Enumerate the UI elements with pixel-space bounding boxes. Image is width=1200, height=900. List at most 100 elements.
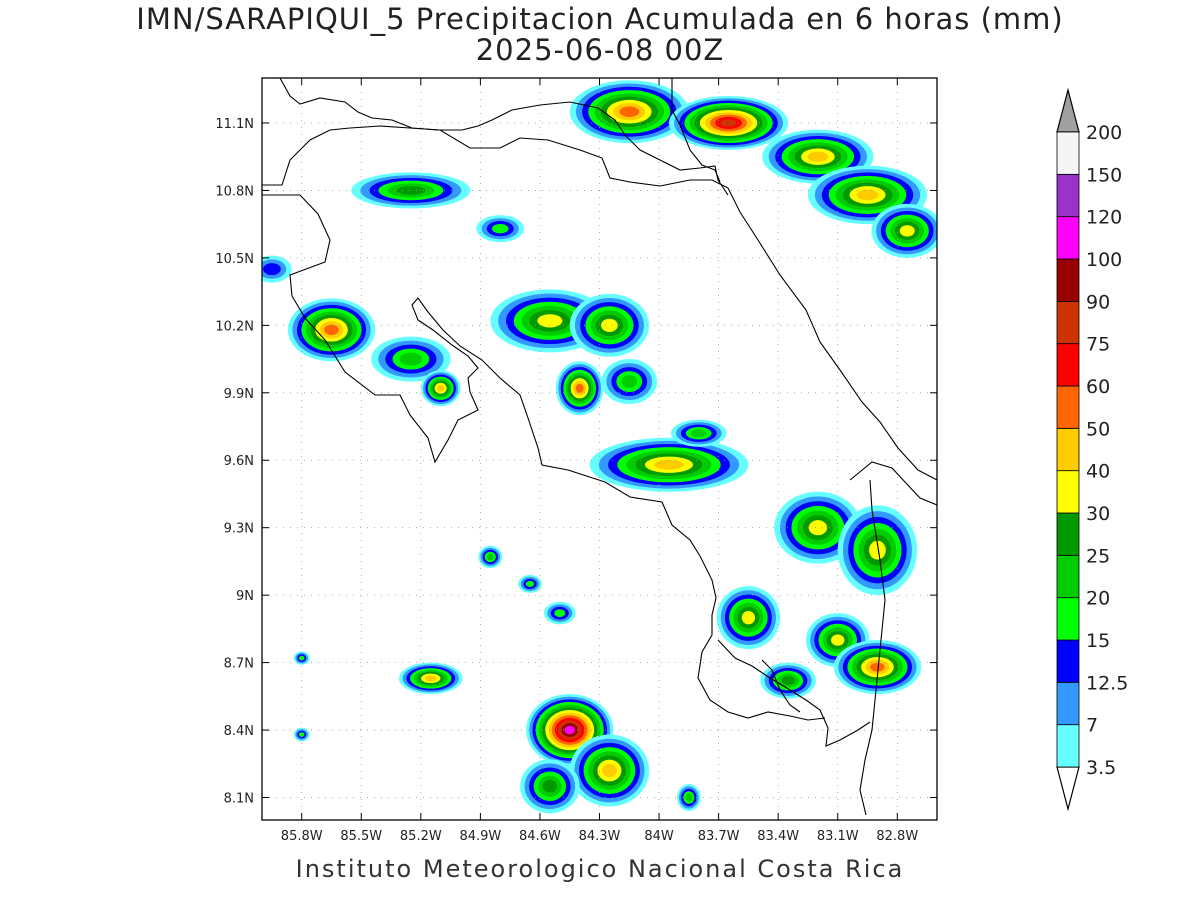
precipitation-field [262, 80, 937, 814]
colorbar-label: 12.5 [1086, 672, 1128, 694]
precip-contour-level [741, 611, 756, 625]
precip-contour-level [324, 324, 339, 336]
colorbar-swatch [1056, 639, 1080, 683]
golfo-dulce [761, 659, 801, 713]
colorbar-label: 200 [1086, 122, 1122, 144]
precip-cell [670, 419, 727, 447]
colorbar-swatch [1056, 512, 1080, 556]
precip-contour-level [781, 676, 795, 685]
precip-contour-level [525, 580, 535, 588]
lat-tick-label: 9.9N [224, 387, 254, 402]
precip-contour-level [601, 318, 618, 332]
colorbar-label: 90 [1086, 291, 1110, 313]
lon-tick-label: 85.8W [281, 829, 323, 844]
lon-tick-label: 85.2W [400, 829, 442, 844]
precip-contour-level [690, 429, 707, 438]
precip-contour-level [298, 732, 305, 737]
precip-contour-level [808, 520, 828, 536]
precip-cell [543, 601, 576, 625]
precip-contour-level [831, 634, 845, 646]
colorbar-label: 50 [1086, 418, 1110, 440]
lon-tick-label: 83.1W [817, 829, 859, 844]
colorbar-swatch [1056, 427, 1080, 472]
precip-contour-level [575, 383, 584, 393]
colorbar-label: 75 [1086, 334, 1110, 356]
precip-cell [760, 662, 816, 699]
lon-tick-label: 83.7W [698, 829, 740, 844]
latitude-axis: 11.1N 10.8N 10.5N 10.2N 9.9N 9.6N 9.3N 9N 8.7N 8.… [215, 117, 937, 807]
colorbar-swatch [1056, 597, 1080, 641]
lat-tick-label: 10.5N [215, 252, 254, 267]
precip-cell [833, 640, 922, 695]
lat-tick-label: 11.1N [215, 117, 254, 132]
lon-tick-label: 83.4W [757, 829, 799, 844]
footer-institution: Instituto Meteorologico Nacional Costa R… [295, 855, 905, 883]
precip-cell [807, 165, 928, 225]
precip-contour-level [621, 375, 638, 388]
longitude-axis: 85.8W 85.5W 85.2W 84.9W 84.6W 84.3W 84W 83.7W 83… [281, 78, 918, 844]
nicaragua-border [262, 125, 937, 481]
lat-tick-label: 10.8N [215, 184, 254, 199]
precip-cell [262, 255, 292, 283]
precip-contour-level [720, 119, 737, 127]
precip-cell [293, 651, 310, 665]
precip-cell [716, 586, 781, 650]
precip-contour-level [870, 662, 885, 672]
precip-contour-level [869, 540, 886, 560]
precip-cell [589, 437, 749, 492]
precip-contour-level [263, 263, 281, 276]
map-subtitle-datetime: 2025-06-08 00Z [475, 33, 725, 67]
colorbar-under-triangle [1056, 766, 1080, 812]
colorbar-swatch [1056, 131, 1080, 175]
colorbar-over-triangle [1056, 87, 1080, 133]
colorbar-swatch [1056, 470, 1080, 514]
precip-cell [293, 727, 310, 742]
precip-contour-level [537, 314, 563, 328]
nicaragua-coast [279, 78, 729, 196]
precip-cell [601, 359, 658, 405]
precip-cell [774, 491, 862, 564]
colorbar-swatch [1056, 554, 1080, 599]
colorbar-label: 30 [1086, 503, 1110, 525]
lon-tick-label: 84.6W [519, 829, 561, 844]
osa-peninsula [717, 639, 871, 747]
precip-cell [518, 574, 542, 593]
lat-tick-label: 8.1N [224, 792, 254, 807]
colorbar-legend: 3.5 7 12.5 15 20 25 30 40 50 60 75 90 100 120 150 200 [1056, 87, 1128, 812]
precip-cell [676, 784, 701, 812]
precip-cell [398, 662, 463, 695]
precip-contour-level [654, 459, 684, 470]
precip-cell [478, 545, 503, 569]
precip-cell [287, 298, 376, 362]
map-title: IMN/SARAPIQUI_5 Precipitacion Acumulada … [136, 2, 1064, 36]
precip-contour-level [424, 675, 437, 682]
san-juan-river [671, 78, 721, 183]
colorbar-swatch [1056, 173, 1080, 218]
lon-tick-label: 85.5W [340, 829, 382, 844]
precip-cell [569, 734, 650, 807]
colorbar-label: 3.5 [1086, 757, 1116, 779]
precip-cell [420, 370, 461, 407]
colorbar-swatch [1056, 258, 1080, 302]
precip-contour-level [554, 609, 566, 618]
colorbar-label: 60 [1086, 376, 1110, 398]
colorbar-swatch [1056, 300, 1080, 345]
lon-tick-label: 84.3W [579, 829, 621, 844]
precip-cell [476, 215, 525, 243]
precip-contour-level [436, 384, 445, 392]
precip-cell [520, 759, 580, 814]
lat-tick-label: 9N [236, 589, 254, 604]
coastline-pacific-north [262, 194, 826, 721]
colorbar-swatch [1056, 681, 1080, 726]
colorbar-label: 40 [1086, 461, 1110, 483]
precip-cell [555, 361, 604, 416]
precip-cell [569, 80, 689, 144]
colorbar-label: 100 [1086, 249, 1122, 271]
precip-contour-level [399, 352, 423, 366]
precip-contour-level [396, 186, 426, 195]
colorbar-label: 20 [1086, 588, 1110, 610]
colorbar-swatch [1056, 216, 1080, 260]
lat-tick-label: 9.6N [224, 454, 254, 469]
lon-tick-label: 84W [644, 829, 674, 844]
